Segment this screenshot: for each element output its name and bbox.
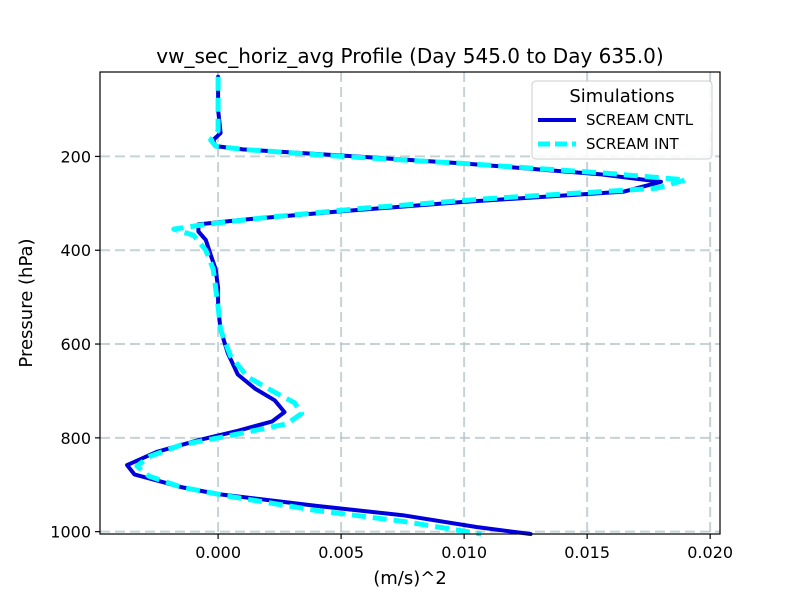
y-tick-label: 400: [60, 241, 91, 260]
x-axis-label: (m/s)^2: [373, 568, 447, 589]
tick-layer: 0.000 0.005 0.010 0.015 0.020 200 400 600 800 100…: [50, 147, 733, 562]
y-tick-label: 800: [60, 429, 91, 448]
y-tick-label: 600: [60, 335, 91, 354]
x-tick-label: 0.020: [687, 543, 733, 562]
x-tick-label: 0.010: [441, 543, 487, 562]
x-tick-label: 0.005: [318, 543, 364, 562]
legend-label-scream-int: SCREAM INT: [586, 135, 680, 153]
x-tick-label: 0.000: [195, 543, 241, 562]
y-tick-label: 1000: [50, 523, 91, 542]
legend-label-scream-cntl: SCREAM CNTL: [586, 111, 694, 129]
legend-title: Simulations: [569, 86, 674, 107]
chart-title: vw_sec_horiz_avg Profile (Day 545.0 to D…: [156, 44, 663, 68]
series-line-scream-int: [134, 76, 689, 537]
plot-frame: [99, 71, 721, 535]
y-axis-label: Pressure (hPa): [16, 238, 37, 367]
x-tick-label: 0.015: [564, 543, 610, 562]
legend: Simulations SCREAM CNTL SCREAM INT: [531, 80, 713, 160]
legend-box: [531, 80, 713, 160]
y-tick-label: 200: [60, 147, 91, 166]
series-layer: [125, 74, 689, 537]
